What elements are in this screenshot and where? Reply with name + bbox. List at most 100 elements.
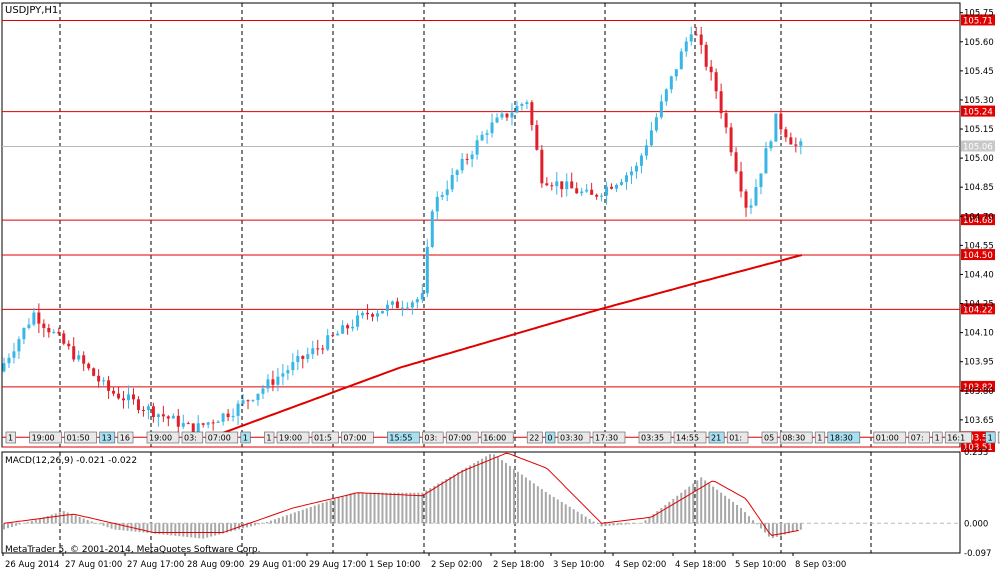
candle-body: [749, 205, 753, 208]
candle-body: [311, 348, 315, 355]
candle-body: [102, 380, 106, 382]
candle-body: [440, 195, 444, 197]
candle-body: [141, 409, 145, 411]
candle-body: [450, 175, 454, 190]
event-label-box: [761, 431, 778, 444]
event-label-box: [673, 431, 707, 444]
event-label: 03:30: [560, 434, 583, 443]
candle-body: [236, 403, 240, 416]
candle-body: [291, 362, 295, 371]
current-price-label: 105.06: [963, 142, 993, 152]
event-label-box: [944, 431, 972, 444]
event-label: 13: [102, 434, 112, 443]
candle-body: [445, 189, 449, 196]
candle-body: [415, 299, 419, 303]
event-label-box: [592, 431, 626, 444]
event-label-box: [99, 431, 116, 444]
candle-body: [196, 423, 200, 435]
candle-body: [186, 423, 190, 425]
price-tick-label: 105.15: [964, 125, 994, 135]
candle-body: [475, 140, 479, 155]
macd-pane: 0.233 0.000 -0.097: [2, 448, 991, 559]
candle-body: [331, 335, 335, 337]
event-label-box: [814, 431, 826, 444]
candle-body: [644, 145, 648, 156]
horizontal-levels: 105.71105.24104.68104.50104.22103.82103.…: [2, 14, 995, 453]
price-tick-label: 103.65: [964, 416, 994, 426]
main-pane-border: [1, 2, 961, 448]
candle-body: [57, 331, 61, 334]
candle-body: [495, 117, 499, 123]
candle-body: [72, 346, 76, 360]
candle-body: [251, 400, 255, 402]
macd-tick-label: -0.097: [964, 549, 991, 559]
candle-body: [301, 355, 305, 359]
candle-body: [82, 355, 86, 364]
candle-body: [684, 41, 688, 52]
event-label-box: [445, 431, 479, 444]
time-tick-label: 4 Sep 18:00: [675, 560, 726, 570]
macd-pane-border: [1, 451, 961, 554]
event-label: 03:35: [641, 434, 664, 443]
candle-body: [779, 113, 783, 130]
time-axis: 26 Aug 2014 27 Aug 01:00 27 Aug 17:00 28 Au…: [2, 553, 846, 570]
candle-body: [256, 393, 260, 401]
event-label-box: [29, 431, 62, 444]
candle-body: [769, 141, 773, 149]
candle-body: [734, 152, 738, 172]
candle-body: [97, 375, 101, 382]
candle-body: [366, 312, 370, 315]
candle-body: [550, 185, 554, 187]
level-label-bg: [961, 441, 995, 452]
candle-body: [306, 354, 310, 359]
candle-body: [565, 181, 569, 190]
event-label-box: [997, 431, 1000, 444]
candle-body: [420, 293, 424, 300]
candle-body: [62, 333, 66, 344]
time-tick-label: 5 Sep 10:00: [735, 560, 786, 570]
event-label: 22: [529, 434, 539, 443]
candle-body: [515, 105, 519, 113]
candle-body: [127, 394, 130, 401]
event-label: 1: [243, 434, 248, 443]
event-label-box: [873, 431, 907, 444]
candle-body: [435, 196, 439, 212]
current-price-label-bg: [961, 140, 995, 152]
level-label-bg: [961, 303, 995, 315]
candle-body: [664, 89, 668, 102]
candle-body: [654, 117, 658, 131]
time-tick-label: 27 Aug 17:00: [127, 560, 184, 570]
event-label: 19:00: [279, 434, 302, 443]
level-label-bg: [961, 14, 995, 26]
event-label-box: [827, 431, 861, 444]
event-label: 16:1: [947, 434, 965, 443]
candle-body: [2, 363, 6, 372]
candle-body: [341, 325, 345, 334]
event-label-box: [311, 431, 339, 444]
candle-body: [22, 328, 26, 340]
candle-body: [460, 158, 464, 171]
candle-body: [694, 34, 698, 36]
copyright-label: MetaTrader 5, © 2001-2014, MetaQuotes So…: [5, 545, 261, 555]
candle-body: [535, 124, 539, 150]
candle-body: [500, 113, 504, 118]
candle-body: [47, 327, 51, 333]
candle-body: [649, 130, 653, 146]
macd-signal-line: [3, 452, 799, 536]
candle-body: [540, 149, 544, 184]
macd-label: MACD(12,26,9) -0.021 -0.022: [5, 456, 137, 466]
candle-body: [739, 171, 743, 192]
event-label-box: [726, 431, 749, 444]
candle-body: [395, 301, 399, 308]
candle-body: [789, 137, 793, 145]
candle-body: [156, 414, 160, 418]
time-tick-label: 29 Aug 17:00: [309, 560, 366, 570]
candle-body: [600, 195, 604, 197]
candle-body: [400, 307, 404, 309]
event-label: 05: [764, 434, 774, 443]
candle-body: [764, 148, 768, 174]
event-label: 14:55: [676, 434, 699, 443]
candle-body: [560, 181, 564, 190]
